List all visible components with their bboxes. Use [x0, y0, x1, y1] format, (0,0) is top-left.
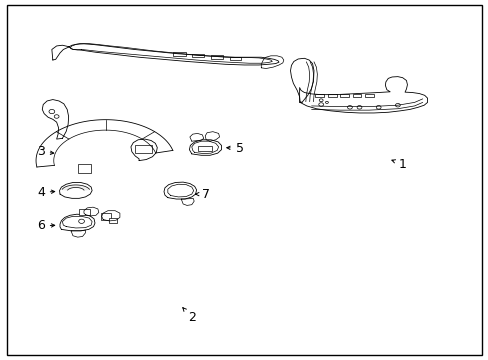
- Polygon shape: [62, 185, 89, 190]
- Polygon shape: [189, 134, 203, 141]
- Text: 5: 5: [226, 142, 243, 155]
- Text: 6: 6: [37, 219, 55, 232]
- Polygon shape: [131, 139, 157, 161]
- Polygon shape: [299, 77, 427, 113]
- Polygon shape: [189, 140, 221, 155]
- Text: 4: 4: [37, 186, 55, 199]
- Polygon shape: [261, 56, 283, 68]
- Polygon shape: [205, 132, 219, 141]
- Polygon shape: [102, 211, 120, 221]
- Polygon shape: [42, 100, 68, 139]
- Polygon shape: [36, 120, 172, 167]
- Polygon shape: [52, 44, 279, 65]
- Polygon shape: [60, 214, 95, 231]
- Polygon shape: [101, 213, 111, 220]
- Polygon shape: [60, 183, 92, 198]
- Text: 2: 2: [183, 308, 195, 324]
- Text: 1: 1: [391, 158, 406, 171]
- Polygon shape: [71, 230, 85, 237]
- Polygon shape: [181, 198, 194, 206]
- Polygon shape: [84, 207, 99, 216]
- Text: 7: 7: [195, 188, 210, 201]
- Polygon shape: [79, 209, 89, 215]
- Text: 3: 3: [37, 145, 54, 158]
- Polygon shape: [163, 182, 196, 199]
- Polygon shape: [290, 58, 313, 102]
- Polygon shape: [109, 218, 117, 223]
